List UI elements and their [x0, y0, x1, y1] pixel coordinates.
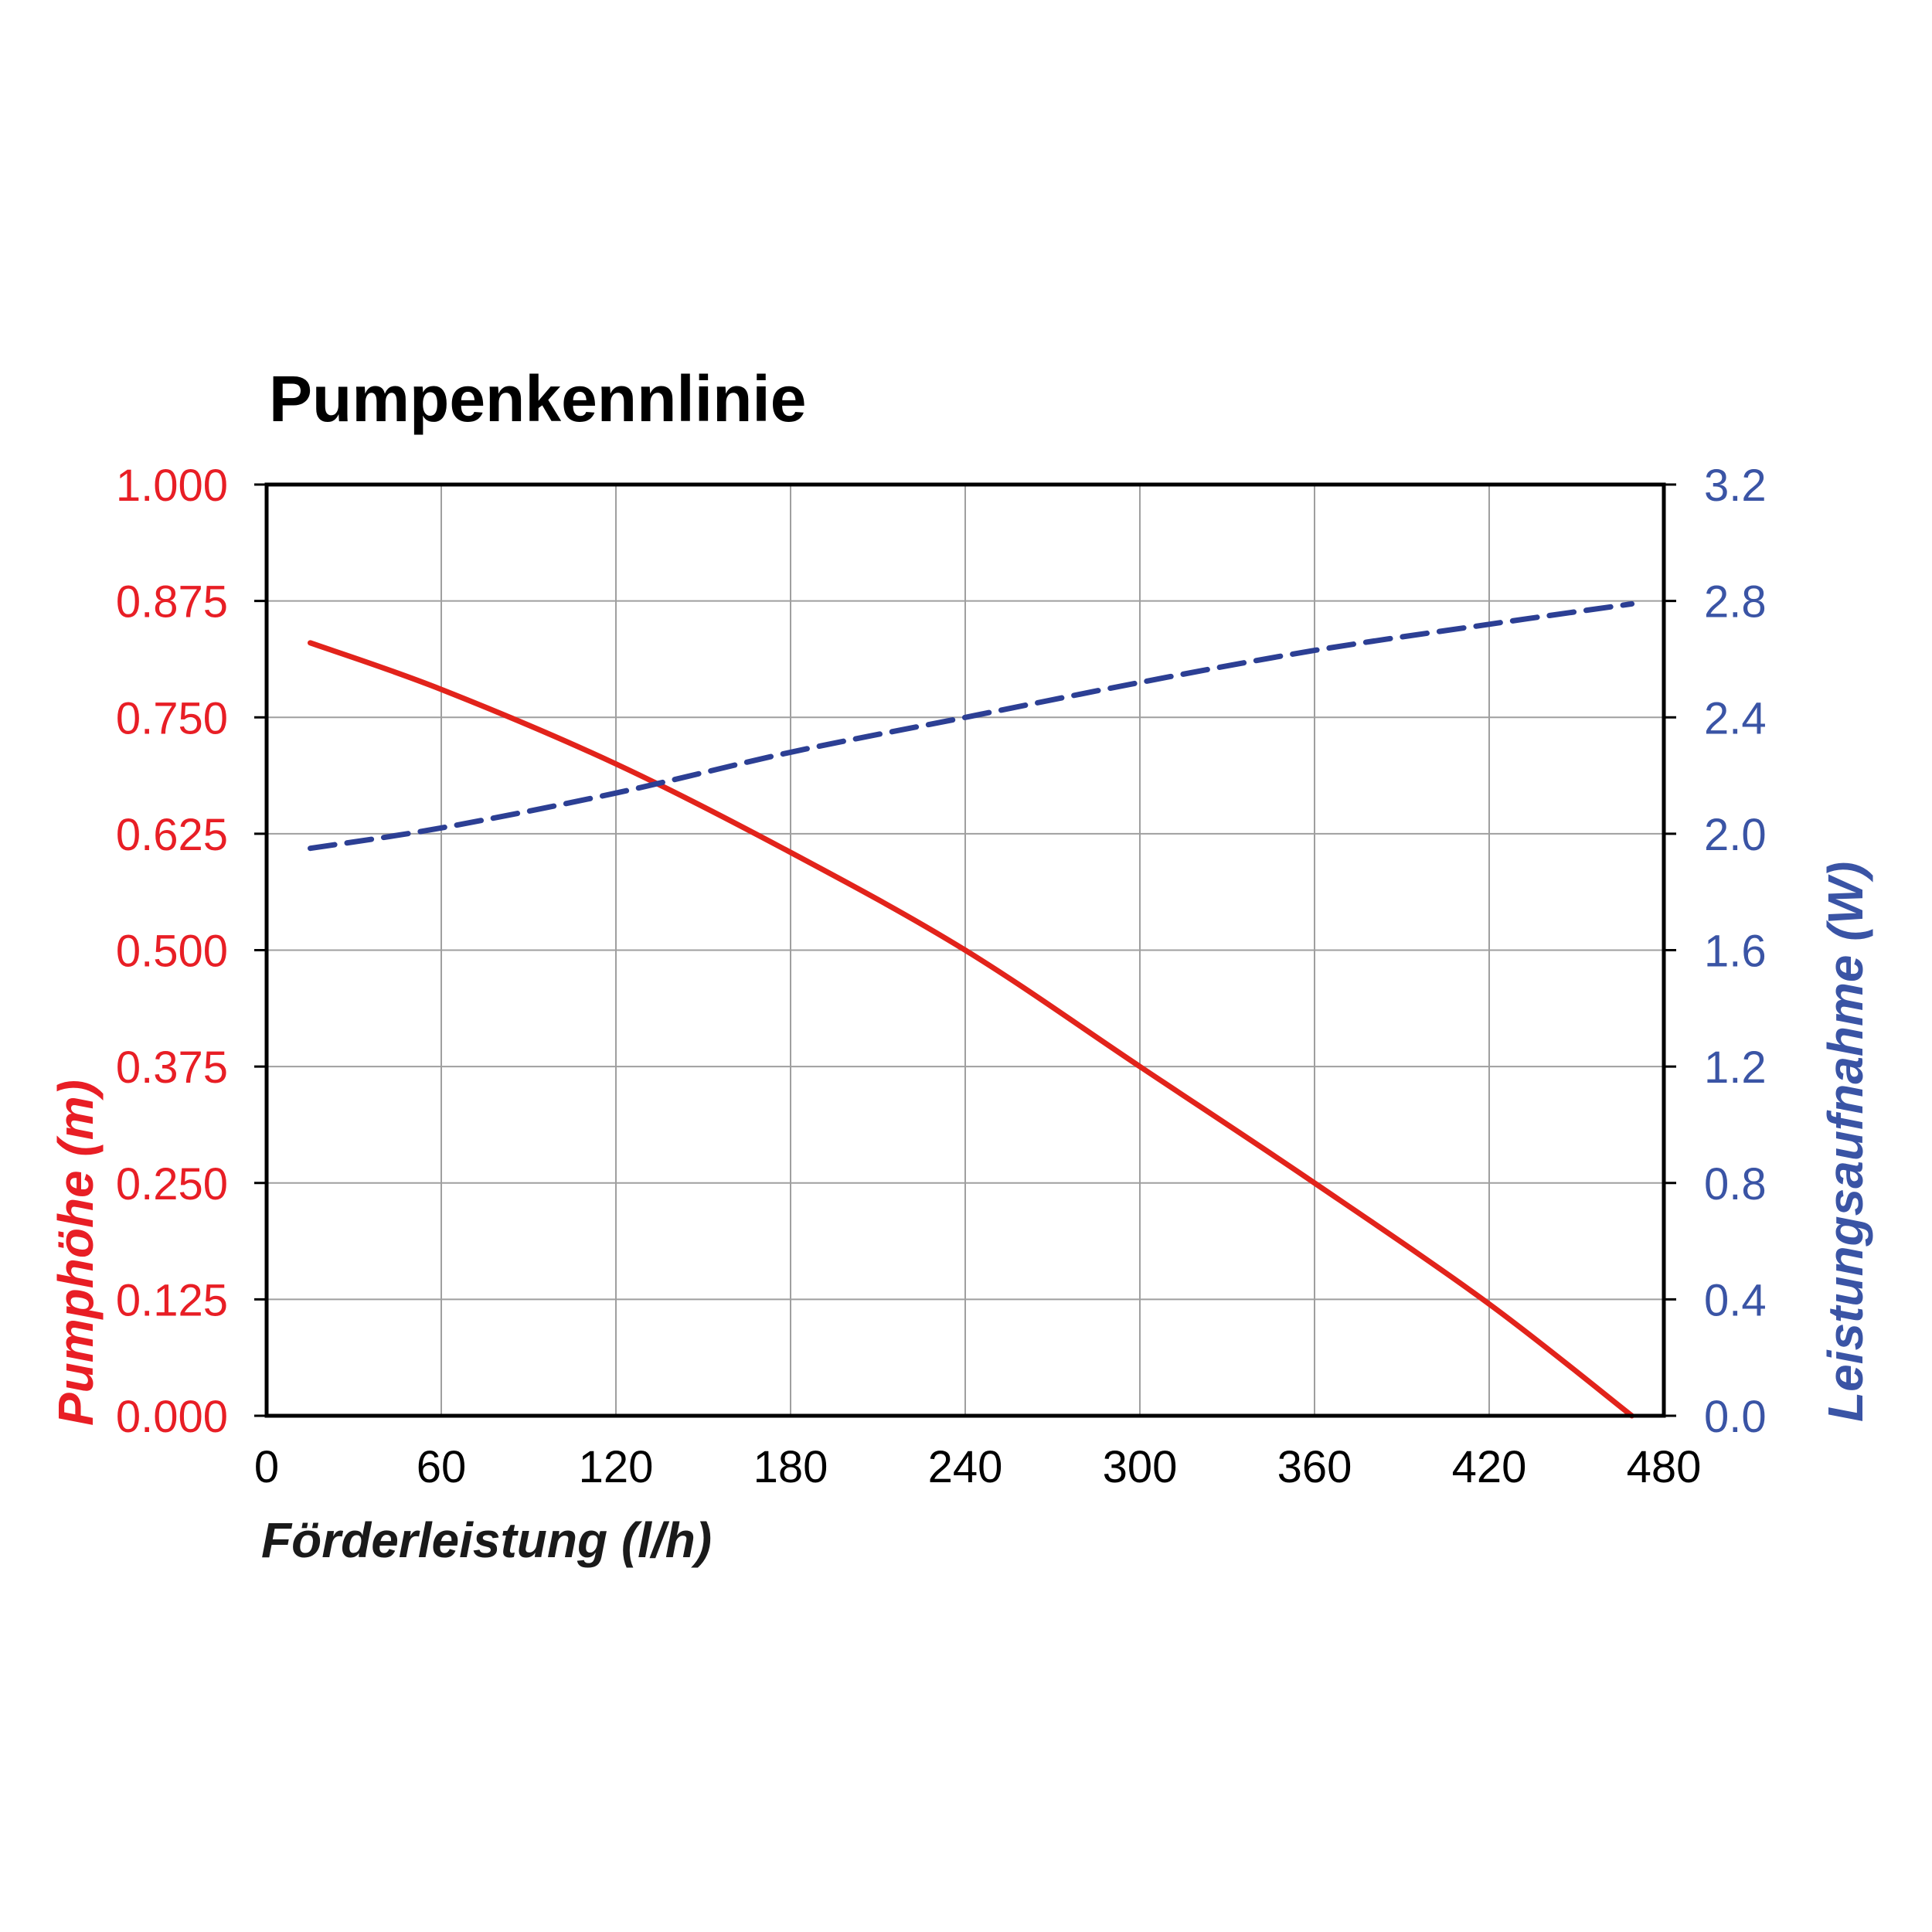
y-right-tick-label: 0.8 — [1704, 1159, 1767, 1209]
x-tick-label: 240 — [928, 1442, 1003, 1492]
y-left-tick-label: 0.500 — [116, 927, 228, 977]
plot-border-rect — [264, 482, 1666, 1418]
y-left-tick-label: 1.000 — [116, 461, 228, 511]
y-left-tick-label: 0.250 — [116, 1159, 228, 1209]
y-right-tick-label: 3.2 — [1704, 461, 1767, 511]
y-right-tick-labels: 3.2 2.8 2.4 2.0 1.6 1.2 0.8 0.4 0.0 — [1704, 461, 1767, 1442]
chart-title: Pumpenkennlinie — [269, 362, 806, 435]
x-tick-label: 0 — [254, 1442, 279, 1492]
x-axis-label: Förderleistung (l/h) — [261, 1512, 712, 1568]
plot-border — [264, 482, 1666, 1418]
y-left-tick-label: 0.000 — [116, 1392, 228, 1442]
x-tick-label: 180 — [753, 1442, 828, 1492]
y-left-tick-labels: 1.000 0.875 0.750 0.625 0.500 0.375 0.250 0.125… — [116, 461, 228, 1442]
y-right-tick-label: 0.4 — [1704, 1275, 1767, 1325]
y-right-tick-label: 2.4 — [1704, 693, 1767, 743]
x-tick-label: 300 — [1103, 1442, 1178, 1492]
x-tick-label: 60 — [417, 1442, 467, 1492]
y-left-tick-label: 0.625 — [116, 810, 228, 860]
data-series — [308, 600, 1635, 1419]
y-left-tick-label: 0.125 — [116, 1275, 228, 1325]
x-tick-label: 480 — [1627, 1442, 1702, 1492]
y-left-tick-label: 0.375 — [116, 1043, 228, 1093]
axis-ticks — [254, 483, 1676, 1417]
y-left-tick-label: 0.750 — [116, 693, 228, 743]
y-right-axis-label: Leistungsaufnahme (W) — [1818, 862, 1873, 1422]
y-left-tick-label: 0.875 — [116, 577, 228, 628]
y-right-tick-label: 1.2 — [1704, 1043, 1767, 1093]
pump-head-curve — [308, 640, 1635, 1419]
y-right-tick-label: 2.0 — [1704, 810, 1767, 860]
y-left-axis-label: Pumphöhe (m) — [48, 1080, 104, 1426]
x-tick-label: 120 — [579, 1442, 654, 1492]
y-right-tick-label: 0.0 — [1704, 1392, 1767, 1442]
x-tick-label: 420 — [1452, 1442, 1527, 1492]
x-tick-labels: 0 60 120 180 240 300 360 420 480 — [254, 1442, 1702, 1492]
y-right-tick-label: 2.8 — [1704, 577, 1767, 628]
power-consumption-curve — [308, 600, 1635, 852]
y-right-tick-label: 1.6 — [1704, 927, 1767, 977]
x-tick-label: 360 — [1277, 1442, 1352, 1492]
